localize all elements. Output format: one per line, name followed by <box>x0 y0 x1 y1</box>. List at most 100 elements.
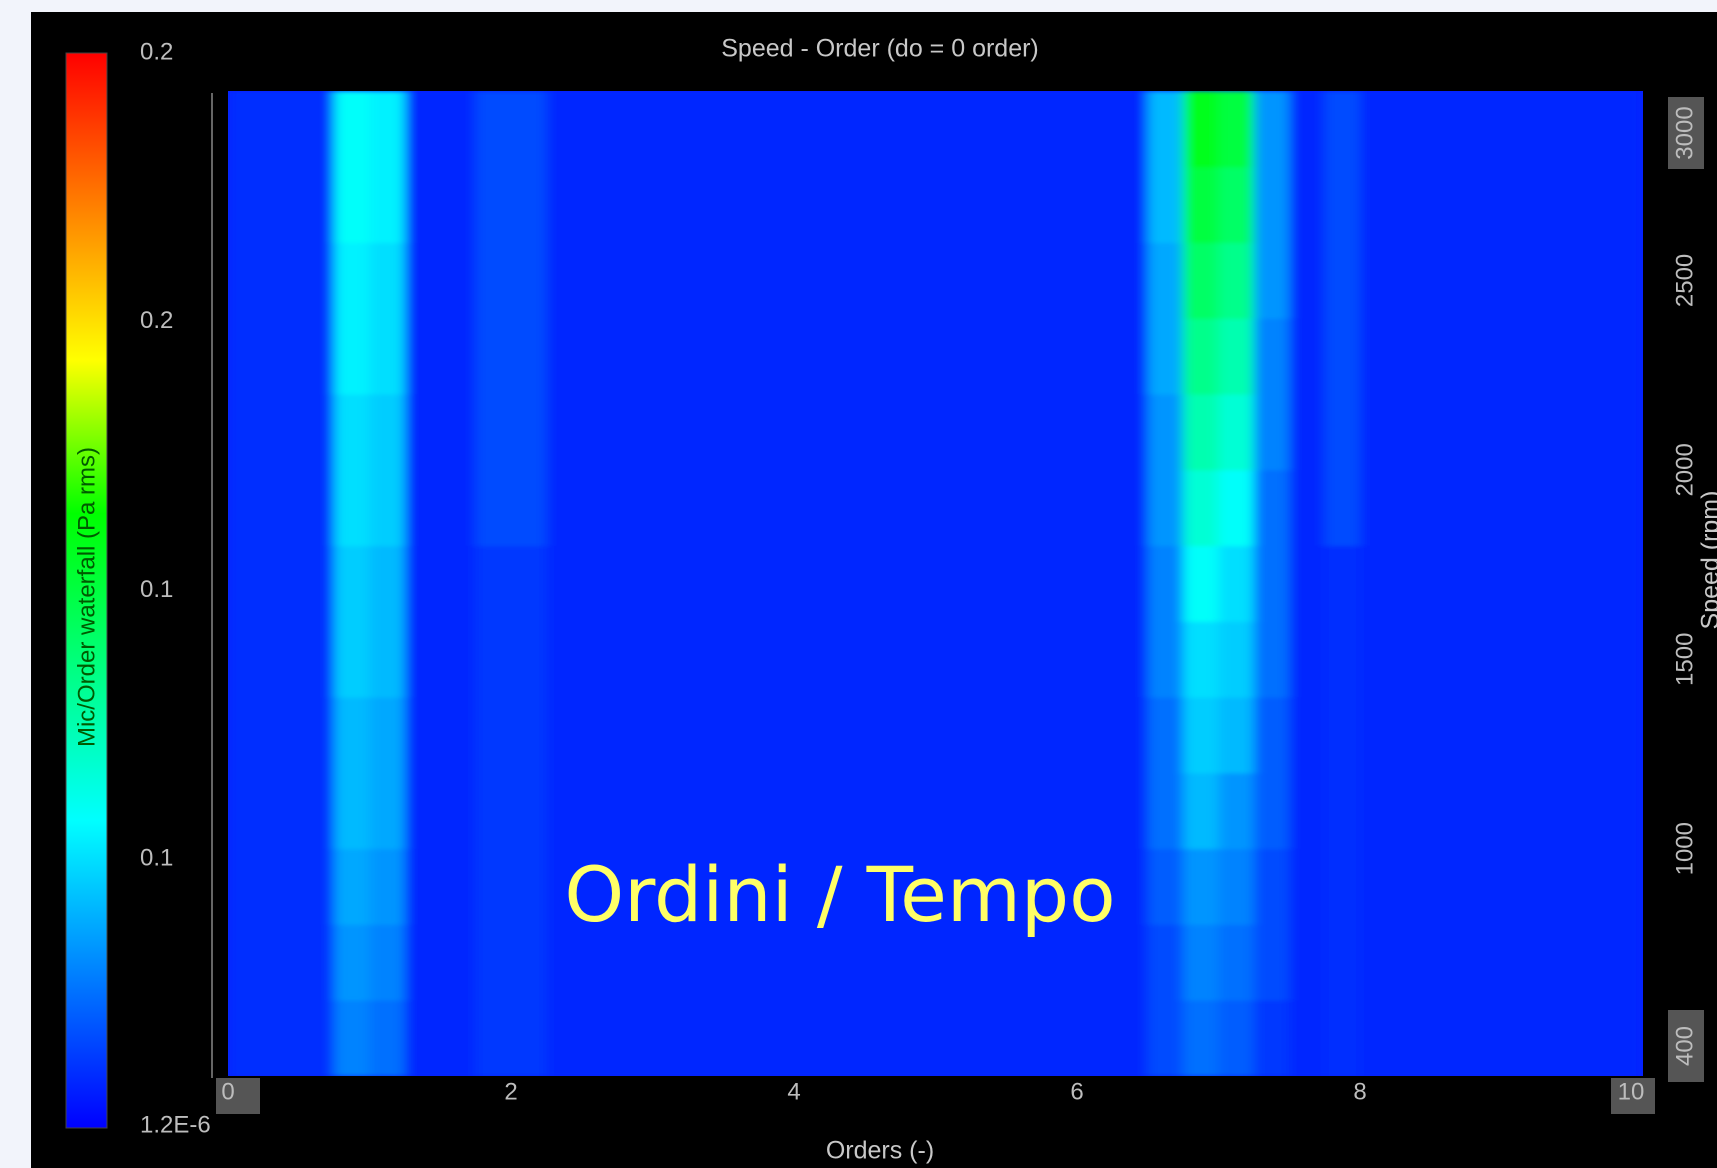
heatmap-cell <box>1501 318 1538 395</box>
heatmap-cell <box>581 621 618 698</box>
heatmap-cell <box>546 91 583 168</box>
heatmap-cell <box>228 394 264 471</box>
heatmap-cell <box>1041 848 1078 925</box>
heatmap-cell <box>970 924 1007 1001</box>
heatmap-cell <box>581 545 618 622</box>
heatmap-cell <box>1501 1000 1538 1076</box>
heatmap-cell <box>440 469 477 547</box>
heatmap-cell <box>723 91 760 168</box>
heatmap-cell <box>1395 924 1432 1001</box>
heatmap-cell <box>475 848 512 925</box>
heatmap-cell <box>581 166 618 244</box>
heatmap-cell <box>546 697 583 774</box>
heatmap-cell <box>475 621 512 698</box>
heatmap-cell <box>1147 242 1184 319</box>
heatmap-cell <box>1360 394 1396 471</box>
heatmap-cell <box>1360 318 1396 395</box>
heatmap-cell <box>758 697 795 774</box>
heatmap-cell <box>440 394 477 471</box>
heatmap-cells <box>228 91 1643 1076</box>
heatmap-cell <box>1607 91 1643 168</box>
heatmap-cell <box>1430 621 1467 698</box>
heatmap-cell <box>263 1000 300 1076</box>
heatmap-cell <box>334 242 370 319</box>
heatmap-cell <box>864 621 901 698</box>
heatmap-cell <box>404 242 441 319</box>
colorbar-tick-label: 0.2 <box>140 307 173 334</box>
heatmap-cell <box>723 318 760 395</box>
heatmap-cell <box>511 242 547 319</box>
heatmap-cell <box>404 772 441 850</box>
heatmap-cell <box>1536 924 1573 1001</box>
heatmap-cell <box>723 545 760 622</box>
heatmap-cell <box>829 394 866 471</box>
heatmap-cell <box>1607 697 1643 774</box>
heatmap-cell <box>1501 621 1538 698</box>
heatmap-cell <box>617 1000 653 1076</box>
x-tick-label: 2 <box>504 1078 517 1105</box>
heatmap-cell <box>1572 697 1609 774</box>
y-tick-label: 400 <box>1671 1026 1698 1066</box>
heatmap-cell <box>794 469 830 547</box>
heatmap-cell <box>263 469 300 547</box>
heatmap-cell <box>617 469 653 547</box>
heatmap-cell <box>228 1000 264 1076</box>
heatmap-cell <box>794 545 830 622</box>
heatmap-cell <box>298 848 335 925</box>
heatmap-cell <box>1041 545 1078 622</box>
heatmap-cell <box>1253 318 1290 395</box>
heatmap-cell <box>1466 621 1502 698</box>
heatmap-cell <box>298 697 335 774</box>
heatmap-cell <box>1324 621 1361 698</box>
heatmap-cell <box>723 621 760 698</box>
heatmap-cell <box>511 545 547 622</box>
heatmap-cell <box>1183 924 1219 1001</box>
heatmap-cell <box>581 697 618 774</box>
heatmap-cell <box>900 697 936 774</box>
heatmap-cell <box>404 1000 441 1076</box>
heatmap-cell <box>864 545 901 622</box>
heatmap-cell <box>1466 772 1502 850</box>
heatmap-cell <box>334 621 370 698</box>
heatmap-cell <box>263 394 300 471</box>
heatmap-cell <box>1112 469 1149 547</box>
heatmap-cell <box>1466 1000 1502 1076</box>
heatmap-cell <box>1253 242 1290 319</box>
heatmap-cell <box>369 697 406 774</box>
heatmap-cell <box>369 91 406 168</box>
heatmap-cell <box>1006 924 1043 1001</box>
heatmap-cell <box>1112 697 1149 774</box>
heatmap-cell <box>1501 394 1538 471</box>
heatmap-cell <box>334 469 370 547</box>
heatmap-cell <box>1041 469 1078 547</box>
colorbar <box>65 52 108 1129</box>
heatmap-cell <box>652 242 689 319</box>
heatmap-cell <box>758 848 795 925</box>
heatmap-cell <box>1183 166 1219 244</box>
heatmap-cell <box>794 166 830 244</box>
heatmap-cell <box>1572 621 1609 698</box>
heatmap-cell <box>829 91 866 168</box>
heatmap-cell <box>546 166 583 244</box>
heatmap-cell <box>1360 924 1396 1001</box>
heatmap-cell <box>440 91 477 168</box>
heatmap-cell <box>404 621 441 698</box>
heatmap-cell <box>228 91 264 168</box>
heatmap-cell <box>1077 621 1113 698</box>
heatmap-cell <box>228 166 264 244</box>
heatmap-cell <box>1395 697 1432 774</box>
heatmap-cell <box>1466 469 1502 547</box>
heatmap-cell <box>1253 621 1290 698</box>
heatmap-cell <box>794 91 830 168</box>
heatmap-cell <box>1147 545 1184 622</box>
heatmap-cell <box>369 772 406 850</box>
heatmap-cell <box>1501 242 1538 319</box>
heatmap-cell <box>1006 621 1043 698</box>
heatmap-cell <box>1324 924 1361 1001</box>
heatmap-cell <box>511 1000 547 1076</box>
heatmap-cell <box>1183 1000 1219 1076</box>
heatmap-cell <box>298 545 335 622</box>
heatmap-cell <box>1395 545 1432 622</box>
tick-box <box>216 1078 260 1114</box>
